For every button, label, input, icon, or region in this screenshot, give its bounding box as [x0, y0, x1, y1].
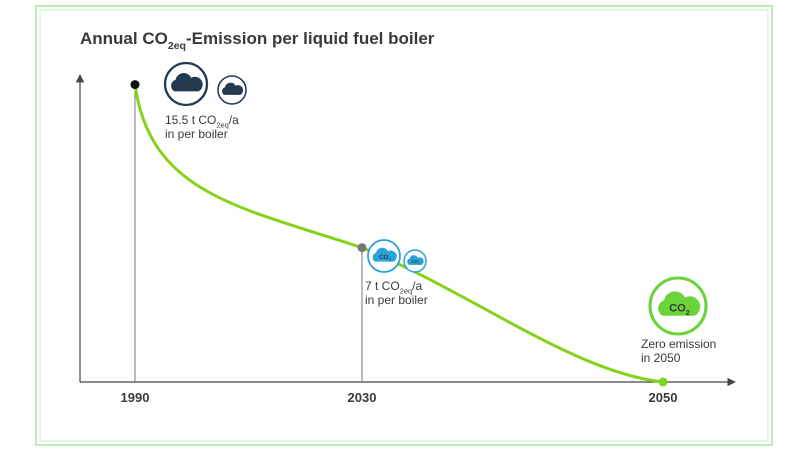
- subscript: 2: [388, 257, 391, 262]
- frame-inner: [39, 9, 769, 442]
- text-part: /a: [229, 113, 239, 127]
- text-part: Annual CO: [80, 29, 168, 48]
- annotation: in per boiler: [165, 127, 228, 141]
- icon-cloud: [407, 255, 424, 265]
- icon-cloud: [222, 82, 244, 95]
- icon-label: CO2: [669, 303, 690, 317]
- data-point: [357, 243, 367, 253]
- subscript: 2eq: [400, 287, 412, 296]
- text-part: CO: [379, 254, 389, 261]
- annotation: Zero emission: [641, 337, 716, 351]
- subscript: 2eq: [216, 121, 228, 130]
- chart-title: Annual CO2eq-Emission per liquid fuel bo…: [80, 29, 435, 52]
- annotation: 15.5 t CO2eq/a: [165, 113, 239, 130]
- icon-cloud: [658, 291, 701, 316]
- frame: [35, 5, 773, 446]
- text-part: /a: [412, 279, 422, 293]
- x-tick-label: 2050: [649, 390, 678, 405]
- text-part: 7 t CO: [365, 279, 400, 293]
- text-part: CO: [411, 259, 418, 264]
- subscript: 2: [236, 91, 238, 95]
- subscript: 2: [418, 262, 420, 266]
- data-point: [658, 377, 668, 387]
- annotation: in per boiler: [365, 293, 428, 307]
- icon-label: CO2: [411, 259, 420, 265]
- x-tick-label: 1990: [121, 390, 150, 405]
- subscript: 2: [686, 310, 690, 317]
- subscript: 2: [192, 87, 195, 93]
- icon-cloud: [372, 247, 397, 262]
- text-part: CO: [669, 303, 686, 315]
- data-point: [130, 80, 140, 90]
- annotation: in 2050: [641, 351, 681, 365]
- subscript: 2eq: [168, 40, 186, 52]
- icon-label: CO2: [379, 254, 392, 262]
- annotation: 7 t CO2eq/a: [365, 279, 422, 296]
- icon-cloud: [171, 73, 203, 92]
- text-part: in per boiler: [365, 293, 428, 307]
- text-part: in 2050: [641, 351, 681, 365]
- text-part: in per boiler: [165, 127, 228, 141]
- x-tick-label: 2030: [348, 390, 377, 405]
- icon-label: CO2: [179, 80, 195, 93]
- text-part: CO: [228, 89, 237, 95]
- text-part: -Emission per liquid fuel boiler: [186, 29, 435, 48]
- text-part: Zero emission: [641, 337, 716, 351]
- text-part: 15.5 t CO: [165, 113, 216, 127]
- text-part: CO: [179, 80, 192, 90]
- icon-label: CO2: [228, 89, 238, 96]
